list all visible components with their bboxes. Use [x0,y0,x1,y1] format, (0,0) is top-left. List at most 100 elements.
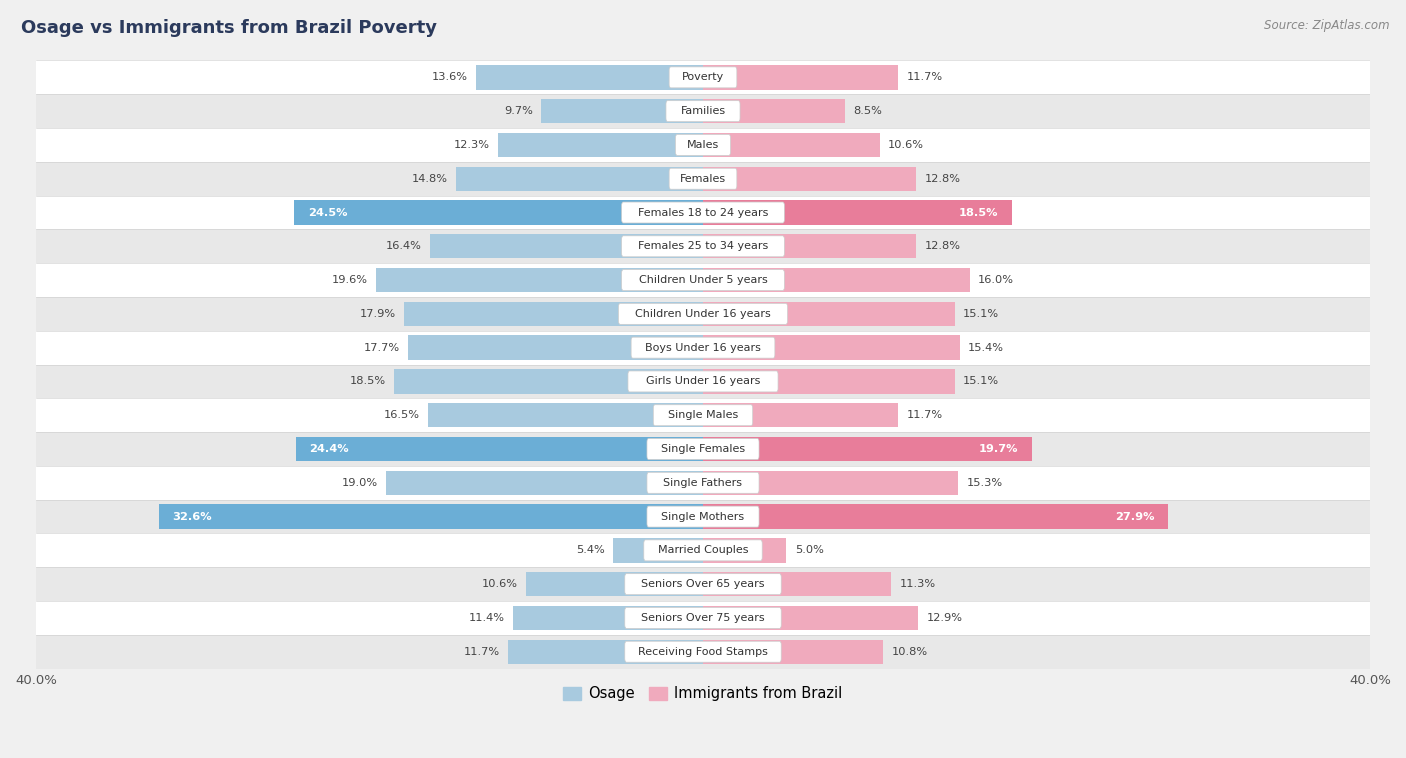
Bar [427,403,703,428]
Text: 15.4%: 15.4% [969,343,1004,352]
FancyBboxPatch shape [631,337,775,358]
FancyBboxPatch shape [624,641,782,662]
Bar [37,94,1369,128]
Text: 19.0%: 19.0% [342,478,378,488]
Legend: Osage, Immigrants from Brazil: Osage, Immigrants from Brazil [558,680,848,707]
FancyBboxPatch shape [619,303,787,324]
Text: Osage vs Immigrants from Brazil Poverty: Osage vs Immigrants from Brazil Poverty [21,19,437,37]
Bar [526,572,703,597]
Text: 14.8%: 14.8% [412,174,449,183]
FancyBboxPatch shape [675,134,731,155]
FancyBboxPatch shape [647,439,759,459]
Bar [703,403,898,428]
Bar [37,466,1369,500]
FancyBboxPatch shape [647,506,759,527]
Text: Females 25 to 34 years: Females 25 to 34 years [638,241,768,252]
Text: 11.4%: 11.4% [468,613,505,623]
Text: Single Mothers: Single Mothers [661,512,745,522]
Text: 12.9%: 12.9% [927,613,963,623]
Text: Girls Under 16 years: Girls Under 16 years [645,377,761,387]
Text: 11.7%: 11.7% [907,72,942,83]
FancyBboxPatch shape [654,405,752,426]
Bar [508,640,703,664]
Text: Seniors Over 75 years: Seniors Over 75 years [641,613,765,623]
Text: 10.8%: 10.8% [891,647,928,656]
FancyBboxPatch shape [628,371,778,392]
Bar [37,128,1369,162]
Text: Females 18 to 24 years: Females 18 to 24 years [638,208,768,218]
Text: 15.1%: 15.1% [963,309,1000,319]
Bar [37,399,1369,432]
Bar [703,606,918,630]
Bar [703,640,883,664]
Text: 11.7%: 11.7% [464,647,499,656]
FancyBboxPatch shape [666,101,740,121]
Text: Single Fathers: Single Fathers [664,478,742,488]
Bar [703,471,957,495]
Bar [297,437,703,461]
Text: 12.3%: 12.3% [454,140,489,150]
Text: 16.5%: 16.5% [384,410,419,420]
FancyBboxPatch shape [624,574,782,594]
Bar [37,162,1369,196]
Bar [37,534,1369,567]
Text: 11.7%: 11.7% [907,410,942,420]
Text: Receiving Food Stamps: Receiving Food Stamps [638,647,768,656]
Text: 17.9%: 17.9% [360,309,396,319]
Bar [703,200,1011,224]
Bar [703,369,955,393]
Text: 19.6%: 19.6% [332,275,368,285]
Text: 13.6%: 13.6% [432,72,468,83]
Text: 18.5%: 18.5% [350,377,387,387]
Text: 24.4%: 24.4% [309,444,349,454]
Text: 27.9%: 27.9% [1115,512,1154,522]
Text: 12.8%: 12.8% [925,241,960,252]
Bar [37,567,1369,601]
FancyBboxPatch shape [669,168,737,190]
Bar [37,297,1369,330]
Text: 9.7%: 9.7% [503,106,533,116]
Text: 19.7%: 19.7% [979,444,1018,454]
Bar [377,268,703,293]
Text: Single Males: Single Males [668,410,738,420]
Text: Children Under 16 years: Children Under 16 years [636,309,770,319]
Text: 11.3%: 11.3% [900,579,936,589]
Bar [477,65,703,89]
Bar [703,336,960,360]
Bar [703,437,1032,461]
Text: 15.3%: 15.3% [966,478,1002,488]
Text: Males: Males [688,140,718,150]
FancyBboxPatch shape [621,236,785,257]
FancyBboxPatch shape [647,472,759,493]
Text: Poverty: Poverty [682,72,724,83]
Bar [498,133,703,157]
Bar [703,268,970,293]
Bar [703,234,917,258]
Bar [513,606,703,630]
Bar [703,167,917,191]
Bar [429,234,703,258]
Bar [37,635,1369,669]
Bar [703,133,880,157]
Bar [456,167,703,191]
Text: Married Couples: Married Couples [658,545,748,556]
Text: Females: Females [681,174,725,183]
Text: 32.6%: 32.6% [173,512,212,522]
Text: 16.4%: 16.4% [385,241,422,252]
Bar [703,572,891,597]
Text: 24.5%: 24.5% [308,208,347,218]
Bar [37,500,1369,534]
Text: 12.8%: 12.8% [925,174,960,183]
Bar [294,200,703,224]
Text: 15.1%: 15.1% [963,377,1000,387]
Text: 10.6%: 10.6% [482,579,517,589]
Text: Seniors Over 65 years: Seniors Over 65 years [641,579,765,589]
Bar [37,432,1369,466]
Bar [37,230,1369,263]
Bar [703,99,845,124]
Text: Single Females: Single Females [661,444,745,454]
FancyBboxPatch shape [644,540,762,561]
FancyBboxPatch shape [669,67,737,88]
Text: Source: ZipAtlas.com: Source: ZipAtlas.com [1264,19,1389,32]
Bar [703,538,786,562]
